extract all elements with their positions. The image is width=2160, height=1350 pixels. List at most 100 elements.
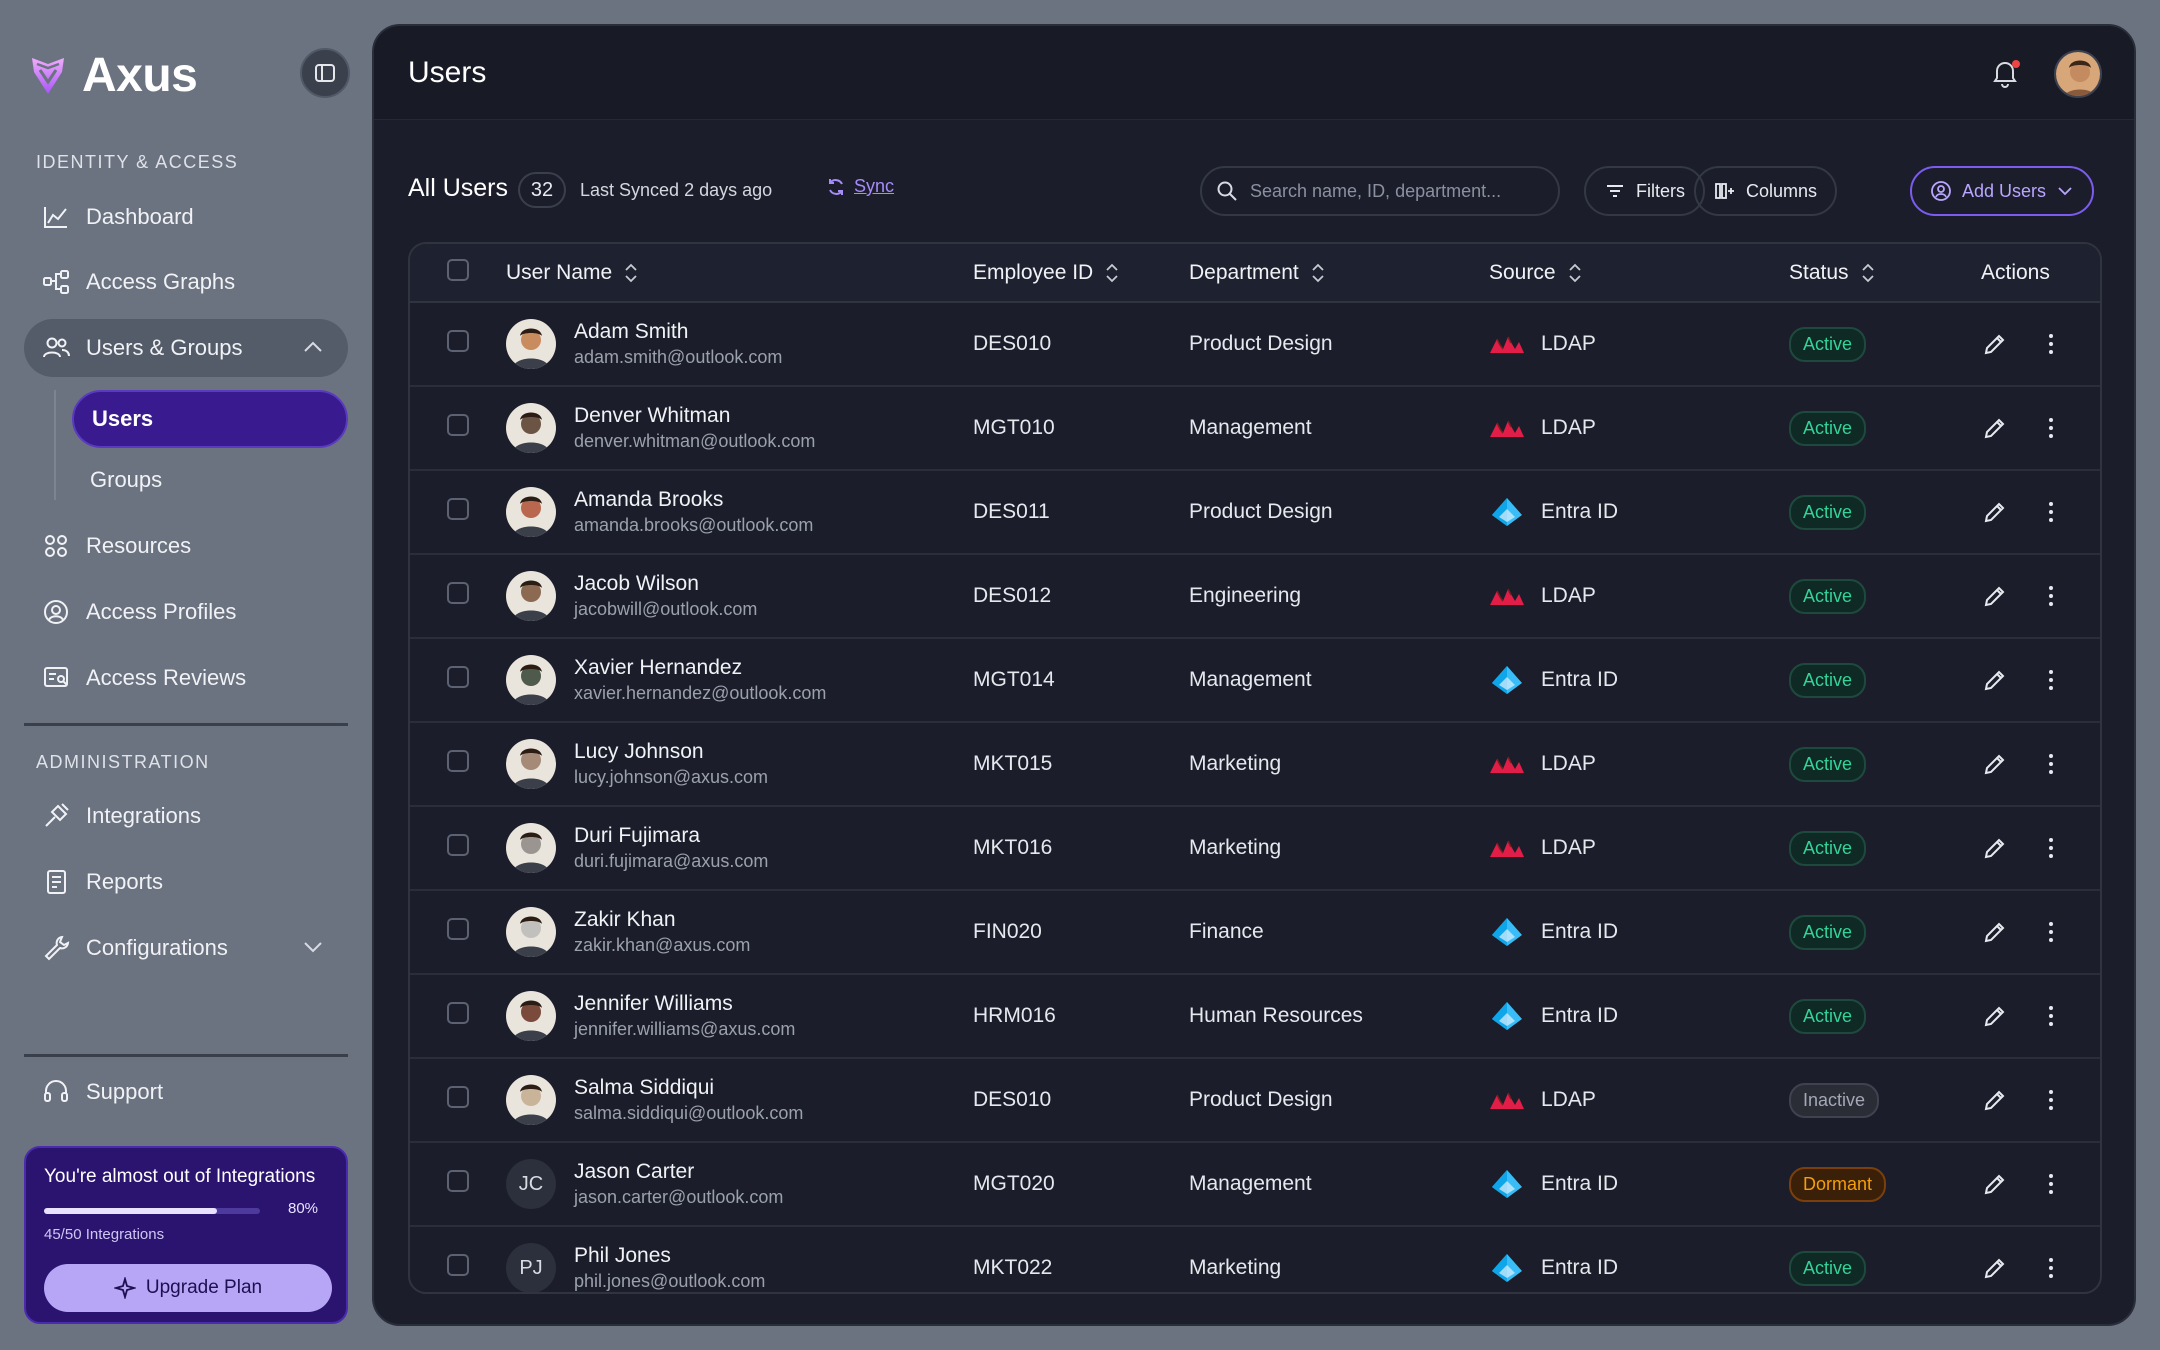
edit-pencil-icon[interactable]: [1981, 330, 2009, 358]
edit-pencil-icon[interactable]: [1981, 750, 2009, 778]
sidebar-item-dashboard[interactable]: Dashboard: [24, 188, 348, 246]
sidebar-item-configurations[interactable]: Configurations: [24, 919, 348, 977]
columns-button[interactable]: Columns: [1694, 166, 1838, 216]
department: Product Design: [1189, 332, 1333, 355]
sidebar-item-support[interactable]: Support: [24, 1063, 348, 1121]
table-row[interactable]: JC Jason Carter jason.carter@outlook.com…: [410, 1142, 2100, 1226]
edit-pencil-icon[interactable]: [1981, 498, 2009, 526]
current-user-avatar[interactable]: [2054, 50, 2102, 98]
select-all-checkbox[interactable]: [447, 258, 469, 281]
table-row[interactable]: Xavier Hernandez xavier.hernandez@outloo…: [410, 638, 2100, 722]
table-row[interactable]: Jennifer Williams jennifer.williams@axus…: [410, 974, 2100, 1058]
edit-pencil-icon[interactable]: [1981, 582, 2009, 610]
row-checkbox[interactable]: [447, 330, 469, 352]
sidebar-item-integrations[interactable]: Integrations: [24, 787, 348, 845]
row-checkbox[interactable]: [447, 834, 469, 856]
column-header-employee-id[interactable]: Employee ID: [973, 244, 1189, 303]
promo-usage: 45/50 Integrations: [44, 1226, 165, 1243]
user-name: Lucy Johnson: [574, 740, 704, 763]
more-vertical-icon[interactable]: [2037, 582, 2065, 610]
row-checkbox[interactable]: [447, 1002, 469, 1024]
row-checkbox[interactable]: [447, 1254, 469, 1276]
more-vertical-icon[interactable]: [2037, 1170, 2065, 1198]
column-header-department[interactable]: Department: [1189, 244, 1489, 303]
table-row[interactable]: Salma Siddiqui salma.siddiqui@outlook.co…: [410, 1058, 2100, 1142]
avatar-image: [506, 1075, 556, 1125]
column-header-status[interactable]: Status: [1789, 244, 1981, 303]
edit-pencil-icon[interactable]: [1981, 1086, 2009, 1114]
edit-pencil-icon[interactable]: [1981, 1170, 2009, 1198]
chevron-down-icon: [2058, 187, 2072, 196]
sidebar-subitem-users[interactable]: Users: [72, 390, 348, 448]
column-header-source[interactable]: Source: [1489, 244, 1789, 303]
edit-pencil-icon[interactable]: [1981, 834, 2009, 862]
table-row[interactable]: Amanda Brooks amanda.brooks@outlook.com …: [410, 470, 2100, 554]
upgrade-plan-button[interactable]: Upgrade Plan: [44, 1264, 332, 1312]
table-row[interactable]: Lucy Johnson lucy.johnson@axus.com MKT01…: [410, 722, 2100, 806]
edit-pencil-icon[interactable]: [1981, 414, 2009, 442]
employee-id: HRM016: [973, 1004, 1056, 1027]
more-vertical-icon[interactable]: [2037, 1254, 2065, 1282]
more-vertical-icon[interactable]: [2037, 498, 2065, 526]
sort-icon[interactable]: [1311, 262, 1325, 284]
more-vertical-icon[interactable]: [2037, 750, 2065, 778]
table-row[interactable]: Denver Whitman denver.whitman@outlook.co…: [410, 386, 2100, 470]
chevron-down-icon[interactable]: [300, 934, 326, 960]
sidebar-subitem-groups[interactable]: Groups: [72, 451, 348, 509]
edit-pencil-icon[interactable]: [1981, 666, 2009, 694]
table-row[interactable]: Duri Fujimara duri.fujimara@axus.com MKT…: [410, 806, 2100, 890]
sidebar-item-resources[interactable]: Resources: [24, 517, 348, 575]
edit-pencil-icon[interactable]: [1981, 1002, 2009, 1030]
row-checkbox[interactable]: [447, 750, 469, 772]
sidebar-item-access-reviews[interactable]: Access Reviews: [24, 649, 348, 707]
sort-icon[interactable]: [1861, 262, 1875, 284]
more-vertical-icon[interactable]: [2037, 1086, 2065, 1114]
user-name: Jason Carter: [574, 1160, 695, 1183]
more-vertical-icon[interactable]: [2037, 666, 2065, 694]
row-checkbox[interactable]: [447, 1086, 469, 1108]
table-row[interactable]: PJ Phil Jones phil.jones@outlook.com MKT…: [410, 1226, 2100, 1292]
sort-icon[interactable]: [624, 262, 638, 284]
column-header-user-name[interactable]: User Name: [506, 244, 973, 303]
edit-pencil-icon[interactable]: [1981, 918, 2009, 946]
row-checkbox[interactable]: [447, 666, 469, 688]
upgrade-promo-card: You're almost out of Integrations 80% 45…: [24, 1146, 348, 1324]
row-checkbox[interactable]: [447, 414, 469, 436]
sync-link[interactable]: Sync: [826, 176, 894, 197]
search-input[interactable]: [1250, 180, 1540, 202]
sort-icon[interactable]: [1568, 262, 1582, 284]
bell-icon[interactable]: [1988, 56, 2022, 90]
entra-id-source-icon: [1492, 666, 1522, 694]
table-row[interactable]: Zakir Khan zakir.khan@axus.com FIN020 Fi…: [410, 890, 2100, 974]
chevron-up-icon[interactable]: [300, 334, 326, 360]
avatar: PJ: [506, 1243, 556, 1292]
entra-id-source-icon: [1492, 918, 1522, 946]
filters-button[interactable]: Filters: [1584, 166, 1705, 216]
sidebar-item-users-groups[interactable]: Users & Groups: [24, 319, 348, 377]
sidebar-item-access-graphs[interactable]: Access Graphs: [24, 253, 348, 311]
sort-icon[interactable]: [1105, 262, 1119, 284]
sidebar-item-access-profiles[interactable]: Access Profiles: [24, 583, 348, 641]
more-vertical-icon[interactable]: [2037, 834, 2065, 862]
row-checkbox[interactable]: [447, 582, 469, 604]
status-badge: Active: [1789, 914, 1867, 950]
edit-pencil-icon[interactable]: [1981, 1254, 2009, 1282]
more-vertical-icon[interactable]: [2037, 1002, 2065, 1030]
more-vertical-icon[interactable]: [2037, 330, 2065, 358]
sidebar-item-reports[interactable]: Reports: [24, 853, 348, 911]
avatar: JC: [506, 1159, 556, 1209]
table-row[interactable]: Jacob Wilson jacobwill@outlook.com DES01…: [410, 554, 2100, 638]
add-users-button[interactable]: Add Users: [1910, 166, 2095, 216]
row-checkbox[interactable]: [447, 498, 469, 520]
table-row[interactable]: Adam Smith adam.smith@outlook.com DES010…: [410, 302, 2100, 386]
row-checkbox[interactable]: [447, 918, 469, 940]
search-box[interactable]: [1200, 166, 1560, 216]
users-icon: [43, 337, 70, 358]
more-vertical-icon[interactable]: [2037, 918, 2065, 946]
more-vertical-icon[interactable]: [2037, 414, 2065, 442]
refresh-icon: [829, 178, 843, 195]
brand[interactable]: Axus: [28, 48, 198, 103]
sidebar-toggle-button[interactable]: [300, 48, 350, 98]
user-name: Salma Siddiqui: [574, 1076, 715, 1099]
row-checkbox[interactable]: [447, 1170, 469, 1192]
